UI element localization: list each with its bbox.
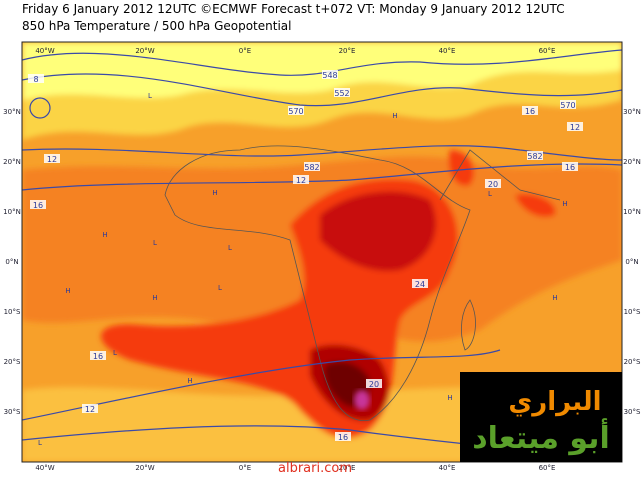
latitude-label: 0°N: [5, 258, 18, 266]
contour-label-bg: [412, 279, 428, 288]
contour-label: 16: [33, 201, 43, 210]
pressure-marker: H: [152, 294, 157, 302]
contour-label: 12: [570, 123, 580, 132]
watermark-title: البراري: [508, 387, 601, 417]
pressure-marker: L: [113, 349, 117, 357]
contour-label-bg: [288, 106, 304, 115]
longitude-label: 0°E: [239, 464, 251, 472]
pressure-marker: H: [187, 377, 192, 385]
latitude-label: 20°S: [4, 358, 21, 366]
latitude-label: 20°N: [3, 158, 21, 166]
subtitle: 850 hPa Temperature / 500 hPa Geopotenti…: [22, 19, 291, 33]
contour-label-bg: [304, 162, 320, 171]
latitude-label: 10°S: [624, 308, 641, 316]
contour-label-bg: [82, 404, 98, 413]
longitude-label: 40°E: [439, 464, 456, 472]
longitude-label: 60°E: [539, 47, 556, 55]
pressure-marker: H: [552, 294, 557, 302]
contour-label: 12: [85, 405, 95, 414]
contour-label: 12: [296, 176, 306, 185]
pressure-marker: H: [562, 200, 567, 208]
pressure-marker: L: [218, 284, 222, 292]
contour-label-bg: [562, 162, 578, 171]
latitude-label: 30°N: [623, 108, 641, 116]
contour-label: 20: [488, 180, 498, 189]
contour-label: 16: [525, 107, 535, 116]
pressure-marker: H: [102, 231, 107, 239]
watermark-subtitle: أبو ميتعاد: [472, 418, 609, 456]
latitude-label: 30°S: [624, 408, 641, 416]
contour-label-bg: [28, 74, 44, 83]
contour-label-bg: [567, 122, 583, 131]
contour-label-bg: [30, 200, 46, 209]
latitude-label: 20°S: [624, 358, 641, 366]
longitude-label: 0°E: [239, 47, 251, 55]
contour-label-bg: [335, 432, 351, 441]
contour-label-bg: [522, 106, 538, 115]
longitude-label: 40°E: [439, 47, 456, 55]
contour-label-bg: [527, 151, 543, 160]
contour-label-bg: [485, 179, 501, 188]
contour-label-bg: [293, 175, 309, 184]
contour-label: 552: [334, 89, 349, 98]
longitude-label: 60°E: [539, 464, 556, 472]
latitude-label: 10°S: [4, 308, 21, 316]
pressure-marker: L: [38, 439, 42, 447]
contour-label: 16: [565, 163, 575, 172]
pressure-marker: L: [153, 239, 157, 247]
contour-label: 16: [338, 433, 348, 442]
contour-label-bg: [44, 154, 60, 163]
title: Friday 6 January 2012 12UTC ©ECMWF Forec…: [22, 2, 565, 16]
latitude-label: 10°N: [3, 208, 21, 216]
longitude-label: 20°W: [135, 47, 154, 55]
latitude-label: 0°N: [625, 258, 638, 266]
contour-label: 16: [93, 352, 103, 361]
watermark-site: albrari.com: [278, 461, 352, 476]
latitude-label: 10°N: [623, 208, 641, 216]
longitude-label: 20°W: [135, 464, 154, 472]
pressure-marker: H: [65, 287, 70, 295]
pressure-marker: L: [488, 190, 492, 198]
longitude-label: 20°E: [339, 464, 356, 472]
contour-label: 24: [415, 280, 425, 289]
longitude-label: 40°W: [35, 464, 54, 472]
contour-label-bg: [334, 88, 350, 97]
longitude-label: 20°E: [339, 47, 356, 55]
contour-label: 582: [304, 163, 319, 172]
watermark-box: [460, 372, 622, 462]
pressure-marker: H: [392, 112, 397, 120]
contour-label: 8: [33, 75, 38, 84]
contour-label: 570: [288, 107, 303, 116]
latitude-label: 20°N: [623, 158, 641, 166]
contour-label-bg: [90, 351, 106, 360]
pressure-marker: L: [148, 92, 152, 100]
contour-label-bg: [322, 70, 338, 79]
pressure-marker: L: [228, 244, 232, 252]
contour-label: 12: [47, 155, 57, 164]
contour-label: 548: [322, 71, 337, 80]
contour-label: 570: [560, 101, 575, 110]
pressure-marker: H: [447, 394, 452, 402]
longitude-label: 40°W: [35, 47, 54, 55]
contour-label: 582: [527, 152, 542, 161]
contour-label: 20: [369, 380, 379, 389]
contour-label-bg: [366, 379, 382, 388]
contour-label-bg: [560, 100, 576, 109]
latitude-label: 30°S: [4, 408, 21, 416]
pressure-marker: H: [212, 189, 217, 197]
latitude-label: 30°N: [3, 108, 21, 116]
